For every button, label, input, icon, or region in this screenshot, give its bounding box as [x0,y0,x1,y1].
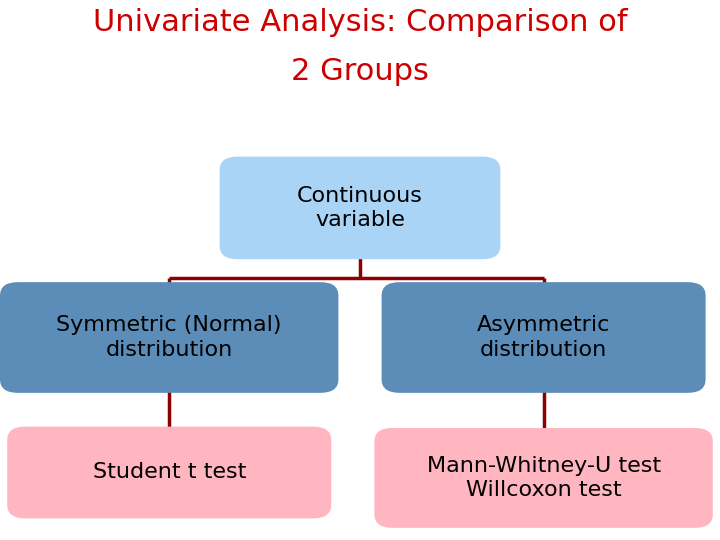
Text: 2 Groups: 2 Groups [291,57,429,86]
Text: Continuous
variable: Continuous variable [297,186,423,230]
Text: Student t test: Student t test [92,462,246,483]
Text: Univariate Analysis: Comparison of: Univariate Analysis: Comparison of [93,8,627,37]
FancyBboxPatch shape [0,282,338,393]
Text: Mann-Whitney-U test
Willcoxon test: Mann-Whitney-U test Willcoxon test [426,456,661,500]
FancyBboxPatch shape [7,427,331,518]
FancyBboxPatch shape [374,428,713,528]
FancyBboxPatch shape [220,157,500,259]
Text: Symmetric (Normal)
distribution: Symmetric (Normal) distribution [56,315,282,360]
FancyBboxPatch shape [382,282,706,393]
Text: Asymmetric
distribution: Asymmetric distribution [477,315,611,360]
